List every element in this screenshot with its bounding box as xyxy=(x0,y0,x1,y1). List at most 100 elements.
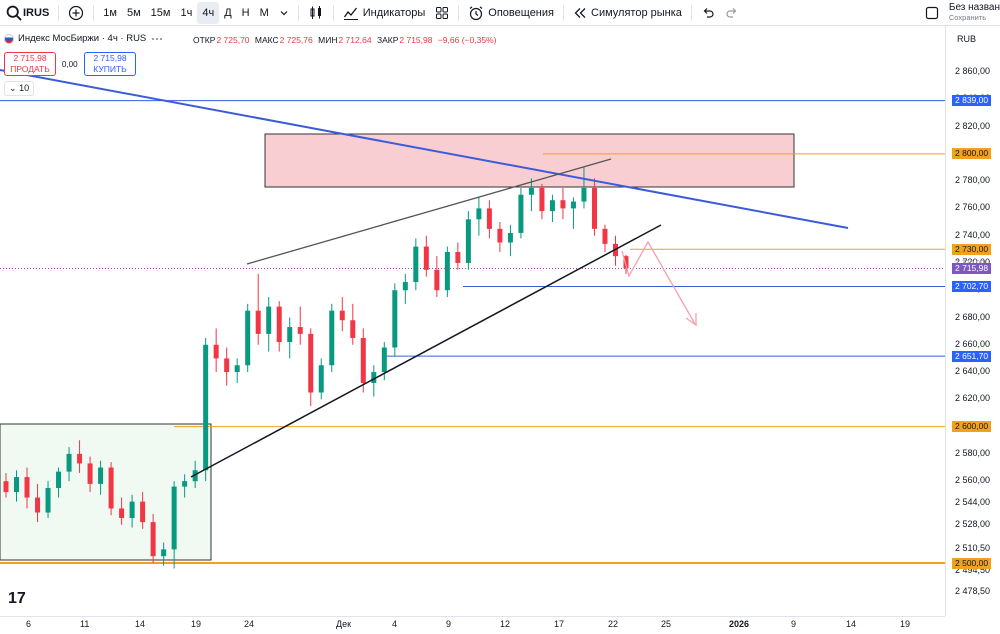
interval-4h[interactable]: 4ч xyxy=(197,1,220,24)
low-value: 2 712,64 xyxy=(338,35,372,45)
candle xyxy=(308,328,314,407)
candle-body xyxy=(129,501,135,518)
price-tag[interactable]: 2 800,00 xyxy=(952,148,992,160)
candle-body xyxy=(150,522,156,557)
price-tag[interactable]: 2 702,70 xyxy=(952,281,992,293)
indicators-icon xyxy=(343,7,358,20)
candle xyxy=(318,358,324,400)
chart-type-button[interactable] xyxy=(303,2,329,24)
projection-arrow[interactable] xyxy=(621,240,696,325)
price-tick: 2 680,00 xyxy=(955,311,991,322)
candle xyxy=(161,542,167,566)
spread-value: 0,00 xyxy=(62,60,78,69)
close-value: 2 715,98 xyxy=(399,35,433,45)
price-tag[interactable]: 2 730,00 xyxy=(952,243,992,255)
price-tag[interactable]: 2 715,98 xyxy=(952,262,992,274)
candle xyxy=(287,317,293,359)
separator xyxy=(58,4,60,21)
interval-dropdown[interactable] xyxy=(274,2,294,24)
time-tick: 17 xyxy=(554,619,565,629)
candle xyxy=(45,481,51,518)
candle xyxy=(360,328,366,393)
price-tick: 2 720,00 xyxy=(955,257,990,267)
layout-toggle-button[interactable] xyxy=(920,2,944,24)
candle xyxy=(56,467,62,498)
candle-body xyxy=(45,487,51,513)
interval-1h[interactable]: 1ч xyxy=(180,6,193,19)
candle-body xyxy=(392,290,398,348)
candle-body xyxy=(287,327,293,343)
candle-body xyxy=(14,477,20,493)
candle xyxy=(14,470,20,502)
chart-legend[interactable]: Индекс МосБиржи · 4ч · RUS xyxy=(4,33,164,44)
symbol-search-button[interactable]: IRUS xyxy=(0,2,54,24)
price-tag[interactable]: 2 839,00 xyxy=(952,95,992,107)
candle xyxy=(602,224,608,253)
candle xyxy=(528,178,534,212)
candle xyxy=(224,347,230,386)
candle-body xyxy=(423,246,429,270)
interval-day[interactable]: Д xyxy=(224,6,232,19)
square-icon xyxy=(925,6,938,19)
time-scale[interactable] xyxy=(0,616,945,634)
currency-label[interactable]: RUB xyxy=(957,34,977,44)
price-scale[interactable] xyxy=(945,26,1000,616)
interval-1m[interactable]: 1м xyxy=(103,6,117,19)
candle-body xyxy=(570,201,576,209)
more-dots-icon[interactable] xyxy=(150,34,164,44)
chart-pane[interactable] xyxy=(0,26,945,616)
redo-button[interactable] xyxy=(720,2,744,24)
volume-toggle[interactable]: ⌄ 10 xyxy=(4,81,35,96)
candle xyxy=(140,492,146,529)
upper-wedge-line[interactable] xyxy=(246,158,612,265)
price-tick: 2 620,00 xyxy=(955,393,991,404)
time-tick: 14 xyxy=(846,619,857,629)
buy-button[interactable]: 2 715,98 КУПИТЬ xyxy=(84,52,136,76)
interval-5m[interactable]: 5м xyxy=(126,6,141,19)
separator xyxy=(563,4,564,21)
candle-body xyxy=(350,320,356,338)
layout-name-button[interactable]: Без назван Сохранить xyxy=(944,2,1000,24)
indicators-button[interactable]: Индикаторы xyxy=(338,2,431,24)
interval-month[interactable]: М xyxy=(259,6,269,19)
top-toolbar: IRUS 1м 5м 15м 1ч 4ч Д Н М Индикаторы xyxy=(0,0,1000,26)
candle xyxy=(171,481,177,569)
interval-week[interactable]: Н xyxy=(241,6,250,19)
price-tag[interactable]: 2 500,00 xyxy=(952,557,992,569)
price-tag[interactable]: 2 600,00 xyxy=(952,421,992,433)
candle-body xyxy=(371,372,377,383)
candle-body xyxy=(203,344,209,471)
tradingview-logo[interactable]: 17 xyxy=(8,590,26,607)
resistance-zone[interactable] xyxy=(264,133,795,188)
descending-trendline[interactable] xyxy=(0,69,849,229)
candle xyxy=(497,222,503,253)
candle-body xyxy=(66,453,72,472)
alerts-button[interactable]: Оповещения xyxy=(463,2,559,24)
candle xyxy=(119,497,125,525)
sell-button[interactable]: 2 715,98 ПРОДАТЬ xyxy=(4,52,56,76)
consolidation-box[interactable] xyxy=(0,423,212,561)
candle-body xyxy=(3,481,9,493)
candle-body xyxy=(518,194,524,233)
search-icon xyxy=(6,5,22,21)
undo-button[interactable] xyxy=(696,2,720,24)
candle xyxy=(455,242,461,270)
candle xyxy=(35,483,41,523)
candle-body xyxy=(182,481,188,487)
candle-body xyxy=(602,228,608,244)
layout-templates-button[interactable] xyxy=(430,2,454,24)
alerts-label: Оповещения xyxy=(488,6,554,19)
candle-body xyxy=(591,187,597,229)
candle xyxy=(402,273,408,304)
interval-15m[interactable]: 15м xyxy=(150,6,171,19)
alarm-clock-icon xyxy=(469,5,483,20)
symbol-label: IRUS xyxy=(23,6,50,19)
lower-wedge-line[interactable] xyxy=(190,224,662,478)
russia-flag-icon xyxy=(4,33,14,44)
candle xyxy=(423,235,429,277)
ohlc-values: ОТКР2 725,70 МАКС2 725,76 МИН2 712,64 ЗА… xyxy=(193,35,499,45)
time-tick: 14 xyxy=(135,619,146,629)
compare-symbol-button[interactable] xyxy=(63,2,89,24)
price-tag[interactable]: 2 651,70 xyxy=(952,350,992,362)
replay-button[interactable]: Симулятор рынка xyxy=(568,2,687,24)
